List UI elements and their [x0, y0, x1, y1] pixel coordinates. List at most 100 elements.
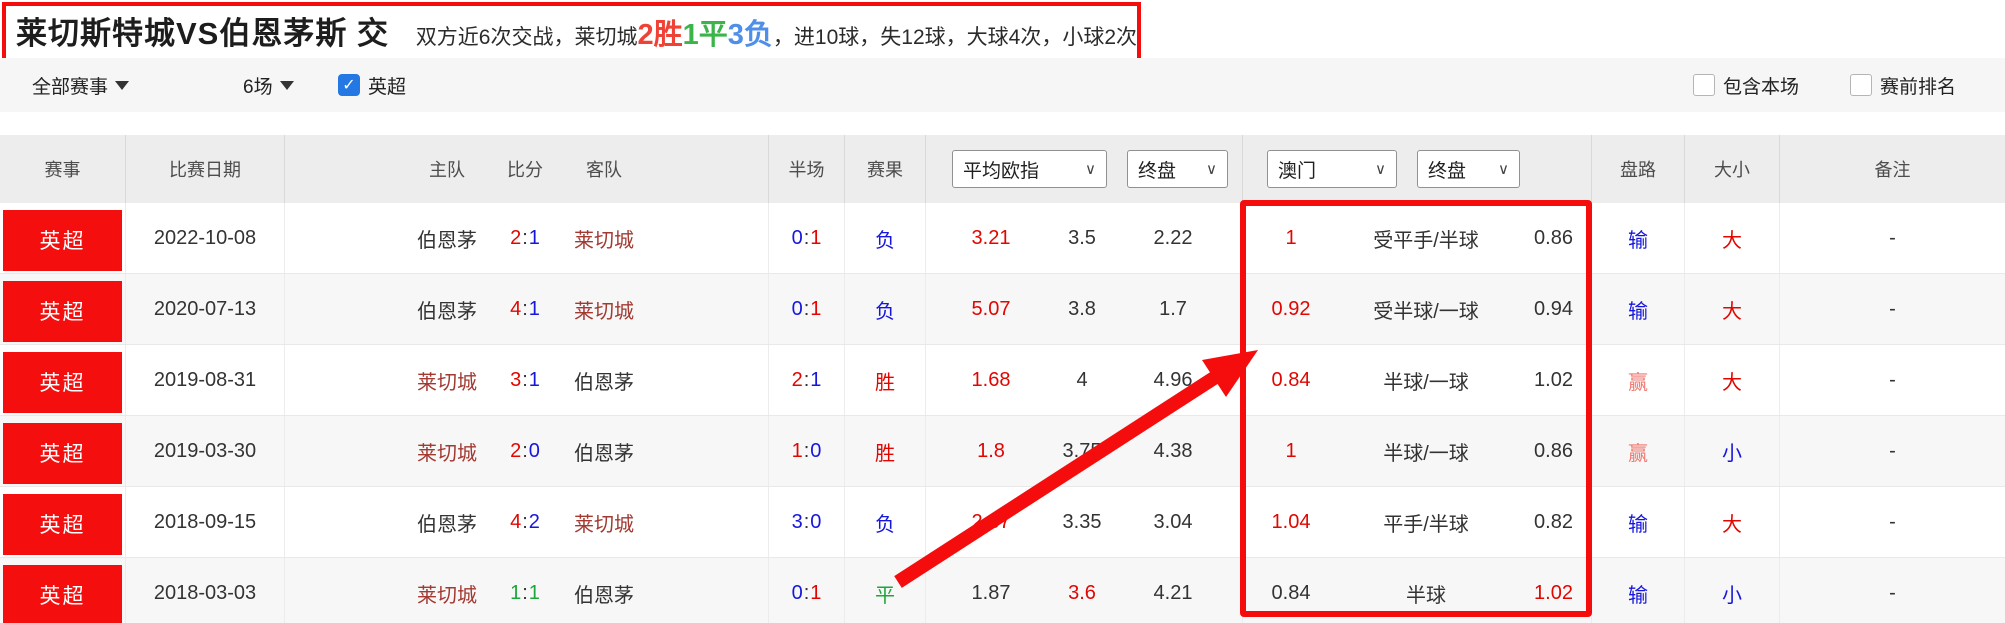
draws-count: 1平 [682, 19, 728, 51]
half-score: 1:0 [769, 416, 845, 486]
odds-final-select-value: 终盘 [1138, 160, 1177, 182]
checkbox-unchecked-icon[interactable] [1850, 74, 1872, 96]
league-badge: 英超 [3, 351, 122, 413]
filter-bar: 全部赛事 6场 ✓ 英超 包含本场 赛前排名 [0, 58, 2005, 112]
summary-suffix: ，进10球，失12球，大球4次，小球2次 [772, 26, 1137, 49]
odds-win: 3.21 [971, 226, 1011, 249]
handicap-trend: 输 [1592, 274, 1685, 344]
checkbox-unchecked-icon[interactable] [1693, 74, 1715, 96]
macau-close: 1.02 [1534, 581, 1573, 604]
league-badge: 英超 [3, 493, 122, 555]
table-row: 英超 2018-03-03 莱切城 1:1 伯恩茅 0:1 平 1.87 3.6… [0, 558, 2005, 623]
note: - [1889, 226, 1896, 249]
header-size: 大小 [1685, 135, 1780, 203]
avg-odds-select-value: 平均欧指 [963, 160, 1040, 182]
odds-win: 1.8 [977, 439, 1005, 462]
odds-win: 2.37 [971, 510, 1011, 533]
header-date: 比赛日期 [126, 135, 285, 203]
match-date: 2019-08-31 [126, 345, 285, 415]
odds-lose: 1.7 [1159, 297, 1187, 320]
macau-open: 0.84 [1271, 368, 1311, 391]
macau-final-select-value: 终盘 [1428, 160, 1467, 182]
macau-open: 0.92 [1271, 297, 1311, 320]
table-row: 英超 2020-07-13 伯恩茅 4:1 莱切城 0:1 负 5.07 3.8… [0, 274, 2005, 345]
odds-lose: 3.04 [1153, 510, 1193, 533]
home-team: 伯恩茅 [417, 300, 477, 323]
pre-rank-checkbox[interactable]: 赛前排名 [1850, 58, 1956, 112]
macau-final-select[interactable]: 终盘 ∨ [1417, 150, 1520, 188]
macau-close: 0.86 [1534, 439, 1573, 462]
match-count-label: 6场 [243, 76, 273, 98]
macau-close: 0.82 [1534, 510, 1573, 533]
macau-handicap-line: 受半球/一球 [1373, 300, 1479, 323]
odds-final-select[interactable]: 终盘 ∨ [1127, 150, 1228, 188]
home-team: 伯恩茅 [417, 513, 477, 536]
odds-lose: 4.21 [1153, 581, 1193, 604]
away-team: 莱切城 [574, 229, 634, 252]
macau-close: 0.94 [1534, 297, 1573, 320]
match-result: 负 [845, 487, 926, 557]
odds-draw: 3.5 [1068, 226, 1096, 249]
header-away: 客队 [586, 160, 622, 180]
odds-draw: 3.8 [1068, 297, 1096, 320]
match-date: 2020-07-13 [126, 274, 285, 344]
match-count-dropdown[interactable]: 6场 [243, 58, 294, 112]
handicap-trend: 赢 [1592, 416, 1685, 486]
table-row: 英超 2022-10-08 伯恩茅 2:1 莱切城 0:1 负 3.21 3.5… [0, 203, 2005, 274]
macau-close: 0.86 [1534, 226, 1573, 249]
summary-text: 双方近6次交战，莱切城2胜1平3负，进10球，失12球，大球4次，小球2次 [416, 11, 1137, 53]
odds-lose: 4.96 [1153, 368, 1193, 391]
handicap-trend: 输 [1592, 558, 1685, 623]
odds-lose: 2.22 [1153, 226, 1193, 249]
macau-handicap-line: 半球 [1406, 584, 1446, 607]
odds-draw: 3.6 [1068, 581, 1096, 604]
match-score: 2:0 [510, 439, 540, 462]
league-filter-checkbox[interactable]: ✓ 英超 [338, 58, 406, 112]
chevron-down-icon: ∨ [1206, 161, 1217, 178]
handicap-trend: 赢 [1592, 345, 1685, 415]
macau-open: 1 [1285, 226, 1297, 249]
away-team: 伯恩茅 [574, 442, 634, 465]
over-under: 小 [1685, 558, 1780, 623]
home-team: 莱切城 [417, 584, 477, 607]
macau-open: 0.84 [1271, 581, 1311, 604]
away-team: 伯恩茅 [574, 371, 634, 394]
over-under: 小 [1685, 416, 1780, 486]
handicap-trend: 输 [1592, 487, 1685, 557]
over-under: 大 [1685, 203, 1780, 273]
caret-down-icon [115, 80, 130, 90]
league-badge: 英超 [3, 422, 122, 484]
header-half: 半场 [769, 135, 845, 203]
match-result: 胜 [845, 345, 926, 415]
match-score: 3:1 [510, 368, 540, 391]
home-team: 莱切城 [417, 371, 477, 394]
header-score: 比分 [507, 160, 543, 180]
home-team: 伯恩茅 [417, 229, 477, 252]
header-note: 备注 [1874, 160, 1911, 180]
chevron-down-icon: ∨ [1085, 161, 1096, 178]
header-trend: 盘路 [1592, 135, 1685, 203]
note: - [1889, 581, 1896, 604]
caret-down-icon [279, 80, 294, 90]
note: - [1889, 439, 1896, 462]
avg-odds-select[interactable]: 平均欧指 ∨ [952, 150, 1107, 188]
over-under: 大 [1685, 274, 1780, 344]
macau-handicap-line: 平手/半球 [1383, 513, 1469, 536]
match-score: 1:1 [510, 581, 540, 604]
macau-open: 1.04 [1271, 510, 1311, 533]
wins-count: 2胜 [637, 19, 683, 51]
all-matches-label: 全部赛事 [32, 76, 109, 98]
header-result: 赛果 [845, 135, 926, 203]
all-matches-dropdown[interactable]: 全部赛事 [32, 58, 130, 112]
check-icon: ✓ [342, 77, 356, 94]
match-result: 平 [845, 558, 926, 623]
checkbox-checked-icon[interactable]: ✓ [338, 74, 360, 96]
header-league: 赛事 [0, 135, 126, 203]
away-team: 伯恩茅 [574, 584, 634, 607]
match-score: 4:2 [510, 510, 540, 533]
note: - [1889, 510, 1896, 533]
summary-prefix: 双方近6次交战，莱切城 [415, 26, 638, 49]
macau-close: 1.02 [1534, 368, 1573, 391]
include-current-checkbox[interactable]: 包含本场 [1693, 58, 1799, 112]
macau-select[interactable]: 澳门 ∨ [1267, 150, 1397, 188]
